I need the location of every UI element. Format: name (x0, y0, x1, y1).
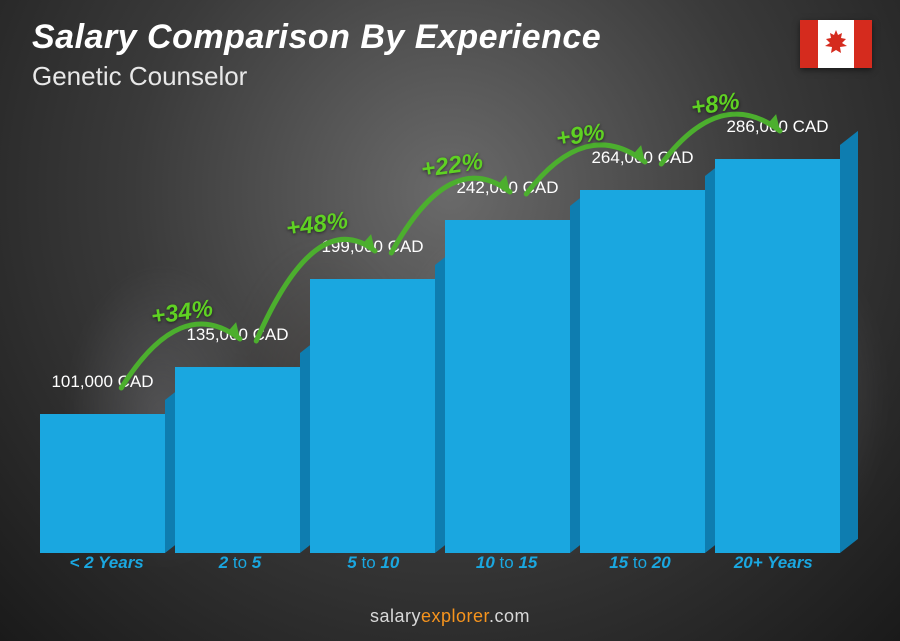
bar-front-face (580, 190, 705, 553)
page-subtitle: Genetic Counselor (32, 61, 868, 92)
x-label-0: < 2 Years (42, 553, 172, 581)
x-label-4: 15 to 20 (575, 553, 705, 581)
brand-suffix: .com (489, 606, 530, 626)
x-label-2: 5 to 10 (308, 553, 438, 581)
flag-center (818, 20, 854, 68)
country-flag-canada (800, 20, 872, 68)
bar-front-face (715, 159, 840, 553)
bar-group: 101,000 CAD135,000 CAD199,000 CAD242,000… (40, 120, 840, 553)
x-label-1: 2 to 5 (175, 553, 305, 581)
bar-front-face (310, 279, 435, 553)
bar-0: 101,000 CAD (40, 414, 165, 553)
x-label-3: 10 to 15 (442, 553, 572, 581)
flag-band-right (854, 20, 872, 68)
brand-main: salary (370, 606, 421, 626)
bar-2: 199,000 CAD (310, 279, 435, 553)
page-title: Salary Comparison By Experience (32, 18, 868, 57)
x-axis: < 2 Years2 to 55 to 1010 to 1515 to 2020… (40, 553, 840, 581)
bar-value-label: 264,000 CAD (555, 148, 730, 168)
salary-bar-chart: 101,000 CAD135,000 CAD199,000 CAD242,000… (40, 120, 840, 581)
bar-value-label: 199,000 CAD (285, 237, 460, 257)
bar-value-label: 286,000 CAD (690, 117, 865, 137)
bar-1: 135,000 CAD (175, 367, 300, 553)
brand-accent: explorer (421, 606, 489, 626)
bar-4: 264,000 CAD (580, 190, 705, 553)
footer-brand: salaryexplorer.com (0, 606, 900, 627)
bar-3: 242,000 CAD (445, 220, 570, 553)
bar-value-label: 101,000 CAD (15, 372, 190, 392)
x-label-5: 20+ Years (708, 553, 838, 581)
maple-leaf-icon (823, 30, 849, 58)
bar-value-label: 242,000 CAD (420, 178, 595, 198)
header: Salary Comparison By Experience Genetic … (32, 18, 868, 92)
bar-front-face (40, 414, 165, 553)
bar-front-face (445, 220, 570, 553)
bar-value-label: 135,000 CAD (150, 325, 325, 345)
bar-5: 286,000 CAD (715, 159, 840, 553)
flag-band-left (800, 20, 818, 68)
bar-side-face (840, 131, 858, 553)
bar-front-face (175, 367, 300, 553)
